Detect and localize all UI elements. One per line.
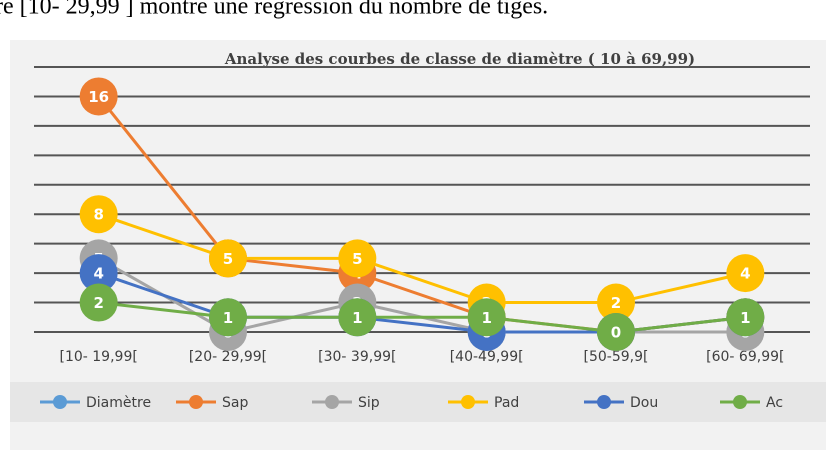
marker (726, 298, 765, 337)
legend-label: Pad (494, 395, 519, 411)
data-label: 4 (93, 265, 103, 283)
data-label: 2 (93, 294, 103, 312)
x-tick-label: [50-59,9[ (584, 349, 649, 365)
data-label: 8 (93, 206, 103, 224)
x-tick-label: [60- 69,99[ (706, 349, 784, 365)
legend-marker (325, 395, 339, 409)
x-tick-label: [40-49,99[ (450, 349, 524, 365)
marker (726, 254, 765, 293)
series-line (98, 301, 746, 334)
chart-title: Analyse des courbes de classe de diamètr… (224, 50, 695, 68)
marker (467, 298, 506, 337)
marker (79, 77, 118, 116)
marker (338, 298, 377, 337)
data-label: 1 (740, 309, 750, 327)
data-label: 16 (88, 88, 109, 106)
caption: re [10- 29,99 ] montre une régression du… (0, 0, 548, 20)
marker (597, 283, 635, 322)
legend-label: Diamètre (86, 395, 151, 411)
legend-marker (53, 395, 67, 409)
legend-marker (461, 395, 475, 409)
x-tick-label: [10- 19,99[ (60, 349, 138, 365)
marker (338, 239, 377, 278)
marker (79, 283, 118, 322)
data-label: 1 (223, 309, 233, 327)
legend-label: Sap (222, 395, 248, 411)
marker (79, 254, 118, 293)
legend-label: Ac (766, 395, 783, 411)
legend-marker (733, 395, 747, 409)
data-label: 5 (223, 250, 233, 268)
legend-marker (597, 395, 611, 409)
legend-label: Dou (630, 395, 658, 411)
legend-marker (189, 395, 203, 409)
marker (597, 313, 635, 351)
data-label: 1 (481, 309, 491, 327)
x-tick-label: [30- 39,99[ (318, 349, 396, 365)
data-label: 1 (352, 309, 362, 327)
data-label: 4 (740, 265, 750, 283)
data-label: 5 (352, 250, 362, 268)
data-label: 0 (611, 324, 621, 342)
legend-band (10, 382, 826, 422)
x-tick-label: [20- 29,99[ (189, 349, 267, 365)
chart-area (10, 40, 826, 450)
series-line (98, 212, 746, 305)
marker (209, 239, 247, 278)
marker (79, 195, 118, 234)
marker (209, 298, 247, 337)
legend-label: Sip (358, 395, 380, 411)
data-label: 2 (611, 294, 621, 312)
